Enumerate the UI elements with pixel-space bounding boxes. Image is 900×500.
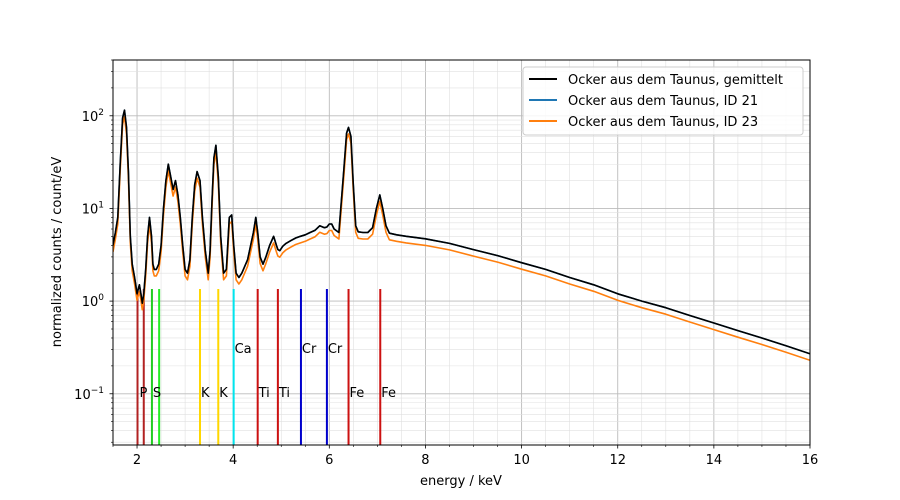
element-label: Ti: [278, 386, 290, 401]
element-label: Cr: [302, 342, 317, 357]
series-line: [113, 109, 810, 355]
y-tick-label: 101: [82, 200, 104, 217]
element-label: Fe: [349, 386, 364, 401]
x-tick-label: 8: [421, 453, 429, 468]
legend-label: Ocker aus dem Taunus, ID 21: [568, 94, 758, 109]
element-label: Cr: [328, 342, 343, 357]
x-tick-label: 12: [609, 453, 626, 468]
grid: [112, 59, 811, 445]
legend-label: Ocker aus dem Taunus, ID 23: [568, 115, 758, 130]
legend-label: Ocker aus dem Taunus, gemittelt: [568, 73, 783, 88]
x-tick-label: 10: [513, 453, 530, 468]
x-tick-label: 4: [229, 453, 237, 468]
y-tick-label: 10−1: [74, 386, 104, 403]
element-labels: P S K K Ca Ti Ti Cr Cr Fe Fe: [139, 342, 396, 401]
x-tick-label: 16: [802, 453, 819, 468]
legend-box: [522, 66, 804, 136]
element-label: Fe: [381, 386, 396, 401]
element-label: S: [153, 386, 161, 401]
element-label: K: [219, 386, 228, 401]
element-label: K: [201, 386, 210, 401]
y-tick-label: 100: [82, 293, 105, 310]
x-tick-label: 14: [706, 453, 723, 468]
legend: Ocker aus dem Taunus, gemittelt Ocker aus…: [522, 66, 804, 136]
x-tick-label: 6: [325, 453, 333, 468]
y-tick-label: 102: [82, 108, 104, 125]
element-label: P: [139, 386, 147, 401]
element-lines: [136, 289, 382, 445]
element-label: Ti: [258, 386, 270, 401]
element-label: Ca: [235, 342, 252, 357]
x-axis-label: energy / keV: [420, 474, 502, 489]
x-tick-label: 2: [133, 453, 141, 468]
y-axis-label: normalized counts / count/eV: [50, 157, 65, 348]
axis-ticks: 2 4 6 8 10 12 14 16 10−1 100 101 102: [74, 59, 819, 468]
plot-frame: [112, 59, 811, 446]
series-lines: [113, 109, 810, 362]
